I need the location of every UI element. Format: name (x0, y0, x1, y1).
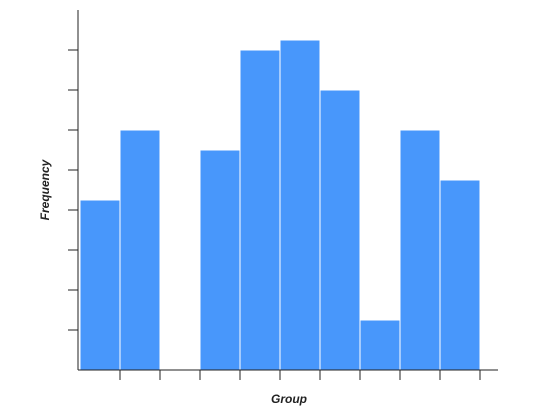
bar (119, 129, 161, 371)
x-axis-label: Group (271, 392, 307, 406)
bar (359, 319, 401, 371)
bar (239, 49, 281, 371)
y-axis-label: Frequency (38, 158, 52, 220)
bar (319, 89, 361, 371)
bar (399, 129, 441, 371)
bar (439, 179, 481, 371)
bar (79, 199, 121, 371)
bar (279, 39, 321, 371)
bar (199, 149, 241, 371)
